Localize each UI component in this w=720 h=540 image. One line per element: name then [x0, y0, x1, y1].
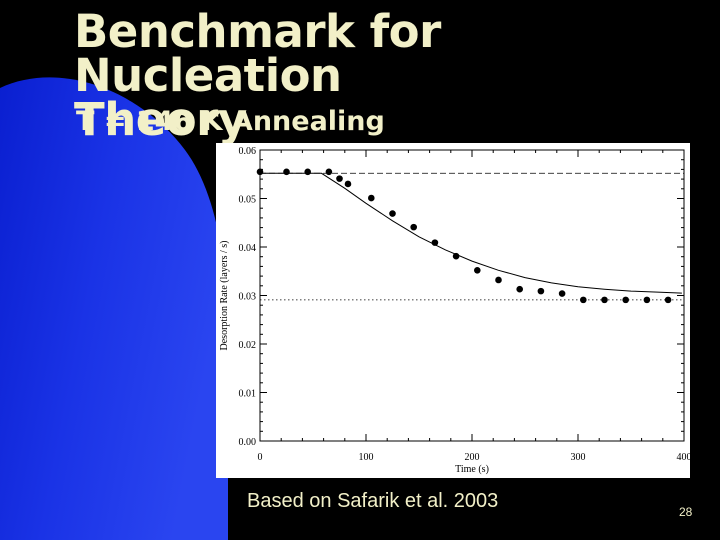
data-point	[516, 285, 523, 293]
slide-title: Benchmark for Nucleation Theory	[74, 5, 720, 146]
data-point	[452, 252, 460, 260]
title-line-2: Theory	[74, 93, 247, 146]
x-tick-label: 0	[258, 452, 263, 463]
data-point	[643, 296, 651, 304]
data-point	[622, 296, 629, 304]
data-point	[431, 239, 439, 246]
data-point	[558, 290, 566, 297]
data-point	[537, 287, 545, 295]
data-point	[368, 194, 375, 202]
x-axis-label: Time (s)	[455, 464, 489, 475]
data-point	[664, 296, 672, 304]
data-point	[256, 168, 264, 176]
y-tick-label: 0.02	[239, 340, 257, 351]
x-tick-label: 100	[359, 452, 374, 463]
y-tick-label: 0.01	[239, 389, 257, 400]
y-tick-label: 0.04	[239, 243, 257, 254]
data-point	[325, 168, 333, 176]
desorption-chart: 0 100 200 300 400 0.00 0.01 0.02 0.03 0.04 0.05 0.0…	[219, 146, 692, 475]
data-point	[580, 296, 587, 304]
x-tick-label: 400	[677, 452, 691, 463]
model-curve	[260, 172, 682, 294]
slide-number: 28	[679, 505, 693, 519]
data-point	[410, 223, 417, 231]
x-tick-label: 200	[465, 452, 480, 463]
title-line-1: Benchmark for Nucleation	[74, 5, 441, 102]
y-tick-label: 0.06	[239, 146, 257, 157]
chart-panel: 0 100 200 300 400 0.00 0.01 0.02 0.03 0.04 0.05 0.0…	[216, 143, 692, 478]
data-point	[601, 296, 608, 304]
data-point	[336, 175, 343, 182]
x-tick-label: 300	[571, 452, 586, 463]
data-point	[389, 210, 396, 217]
y-tick-label: 0.03	[239, 292, 257, 303]
y-tick-label: 0.00	[239, 437, 257, 448]
y-axis-label: Desorption Rate (layers / s)	[219, 241, 230, 351]
data-point	[495, 276, 502, 284]
data-point	[344, 180, 352, 188]
plot-frame	[259, 149, 685, 442]
data-point	[304, 168, 311, 176]
y-tick-label: 0.05	[239, 195, 257, 206]
data-point	[283, 168, 290, 176]
citation-caption: Based on Safarik et al. 2003	[247, 490, 499, 512]
slide-subtitle: T = 146 K Annealing	[76, 106, 385, 137]
data-point	[474, 266, 481, 274]
